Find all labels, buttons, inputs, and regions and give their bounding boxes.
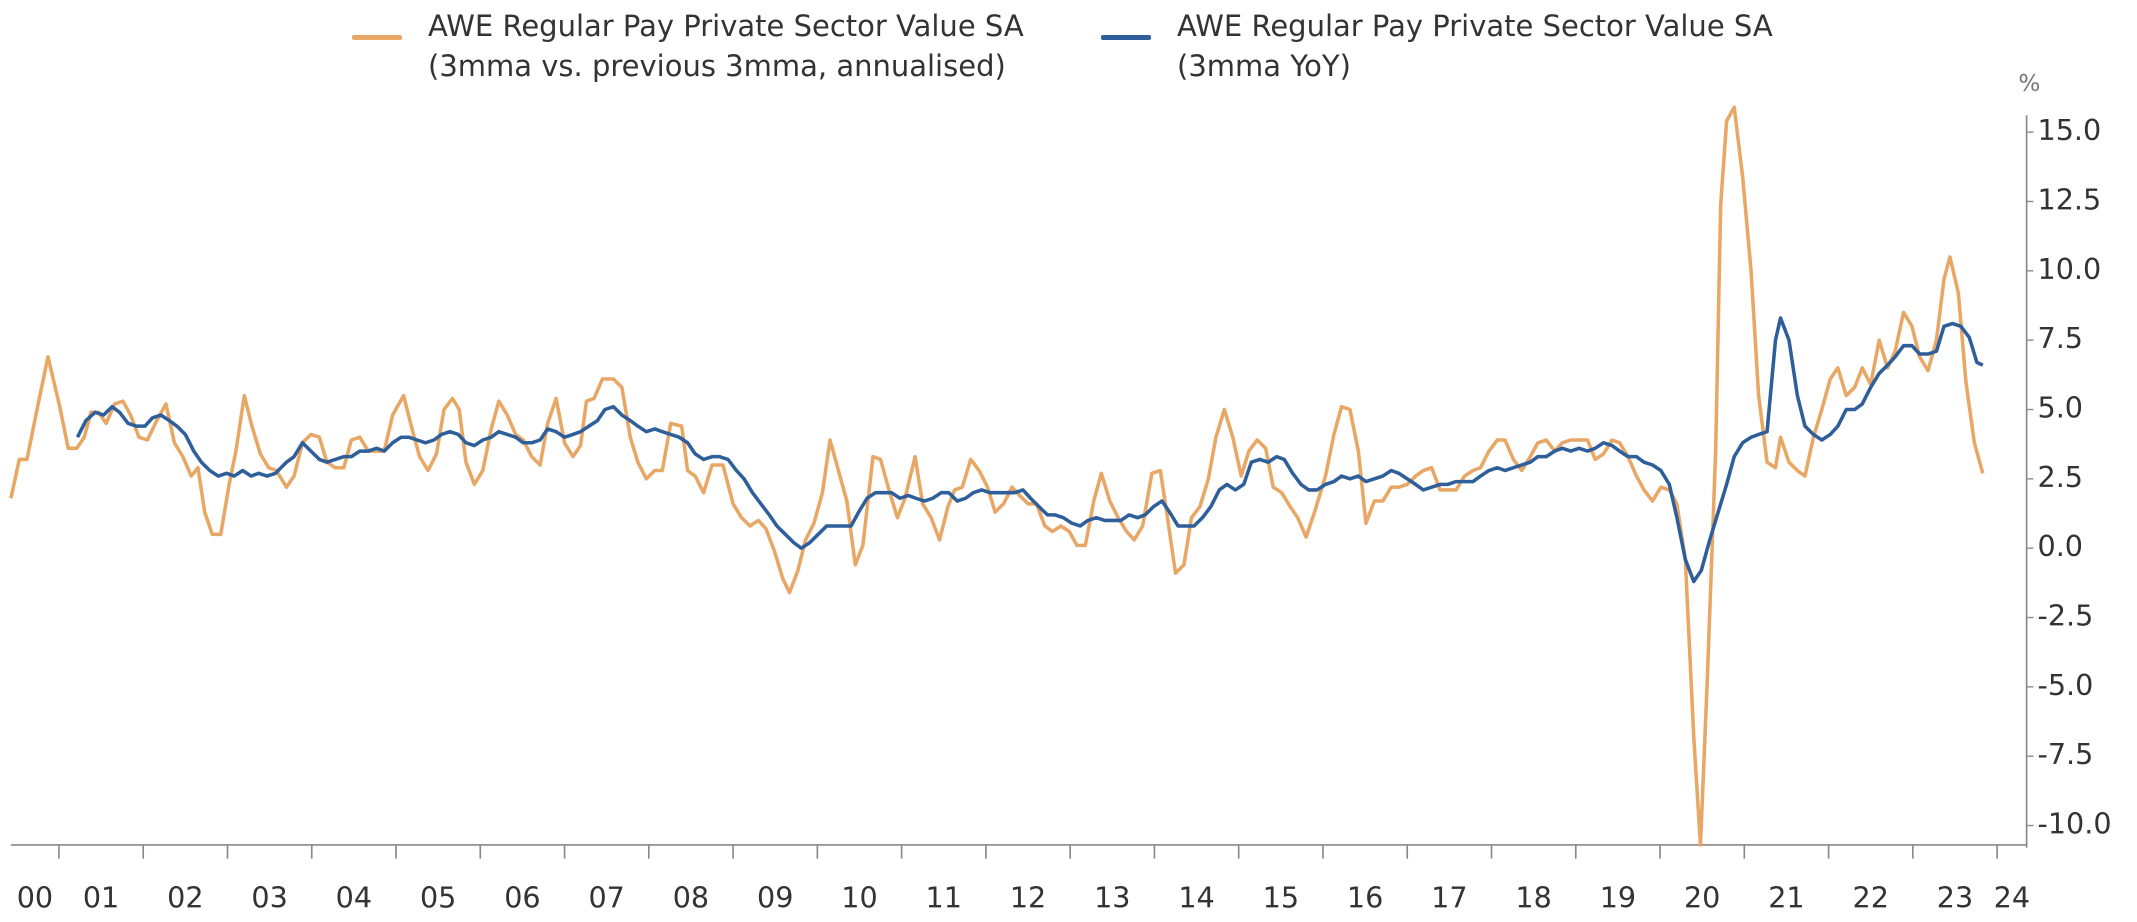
y-tick-label: 7.5: [2038, 321, 2084, 355]
x-tick-label: 00: [17, 881, 53, 915]
series-line: [75, 316, 1984, 584]
x-tick-label: 09: [757, 881, 793, 915]
x-tick-label: 10: [841, 881, 877, 915]
y-tick-label: -7.5: [2038, 737, 2094, 771]
x-tick-label: 22: [1853, 881, 1889, 915]
x-tick-label: 13: [1094, 881, 1130, 915]
x-tick-label: 05: [420, 881, 456, 915]
x-tick-label: 11: [926, 881, 962, 915]
y-tick-label: 5.0: [2038, 390, 2084, 424]
series-line: [9, 105, 1985, 847]
x-tick-label: 08: [673, 881, 709, 915]
x-tick-label: 03: [251, 881, 287, 915]
x-tick-label: 24: [1994, 881, 2030, 915]
x-tick-label: 12: [1010, 881, 1046, 915]
x-tick-label: 16: [1347, 881, 1383, 915]
y-tick-label: 0.0: [2038, 529, 2084, 563]
legend-swatch: [1101, 35, 1151, 40]
x-tick-label: 04: [336, 881, 372, 915]
x-tick-label: 01: [83, 881, 119, 915]
legend-swatch: [352, 35, 402, 40]
legend-label: AWE Regular Pay Private Sector Value SA …: [1177, 9, 1773, 83]
x-tick-label: 18: [1515, 881, 1551, 915]
x-tick-label: 02: [167, 881, 203, 915]
x-tick-label: 15: [1263, 881, 1299, 915]
x-tick-label: 21: [1768, 881, 1804, 915]
legend-label: AWE Regular Pay Private Sector Value SA …: [428, 9, 1024, 83]
y-unit: %: [2018, 71, 2040, 97]
y-tick-label: -5.0: [2038, 668, 2094, 702]
x-tick-label: 20: [1684, 881, 1720, 915]
x-tick-label: 23: [1937, 881, 1973, 915]
x-tick-label: 07: [588, 881, 624, 915]
x-tick-label: 19: [1600, 881, 1636, 915]
y-tick-label: 10.0: [2038, 252, 2102, 286]
y-tick-label: -2.5: [2038, 599, 2094, 633]
y-tick-label: 2.5: [2038, 460, 2084, 494]
y-tick-label: 15.0: [2038, 113, 2102, 147]
y-tick-label: 12.5: [2038, 182, 2102, 216]
x-tick-label: 14: [1178, 881, 1214, 915]
x-tick-label: 17: [1431, 881, 1467, 915]
x-tick-label: 06: [504, 881, 540, 915]
y-tick-label: -10.0: [2038, 807, 2112, 841]
